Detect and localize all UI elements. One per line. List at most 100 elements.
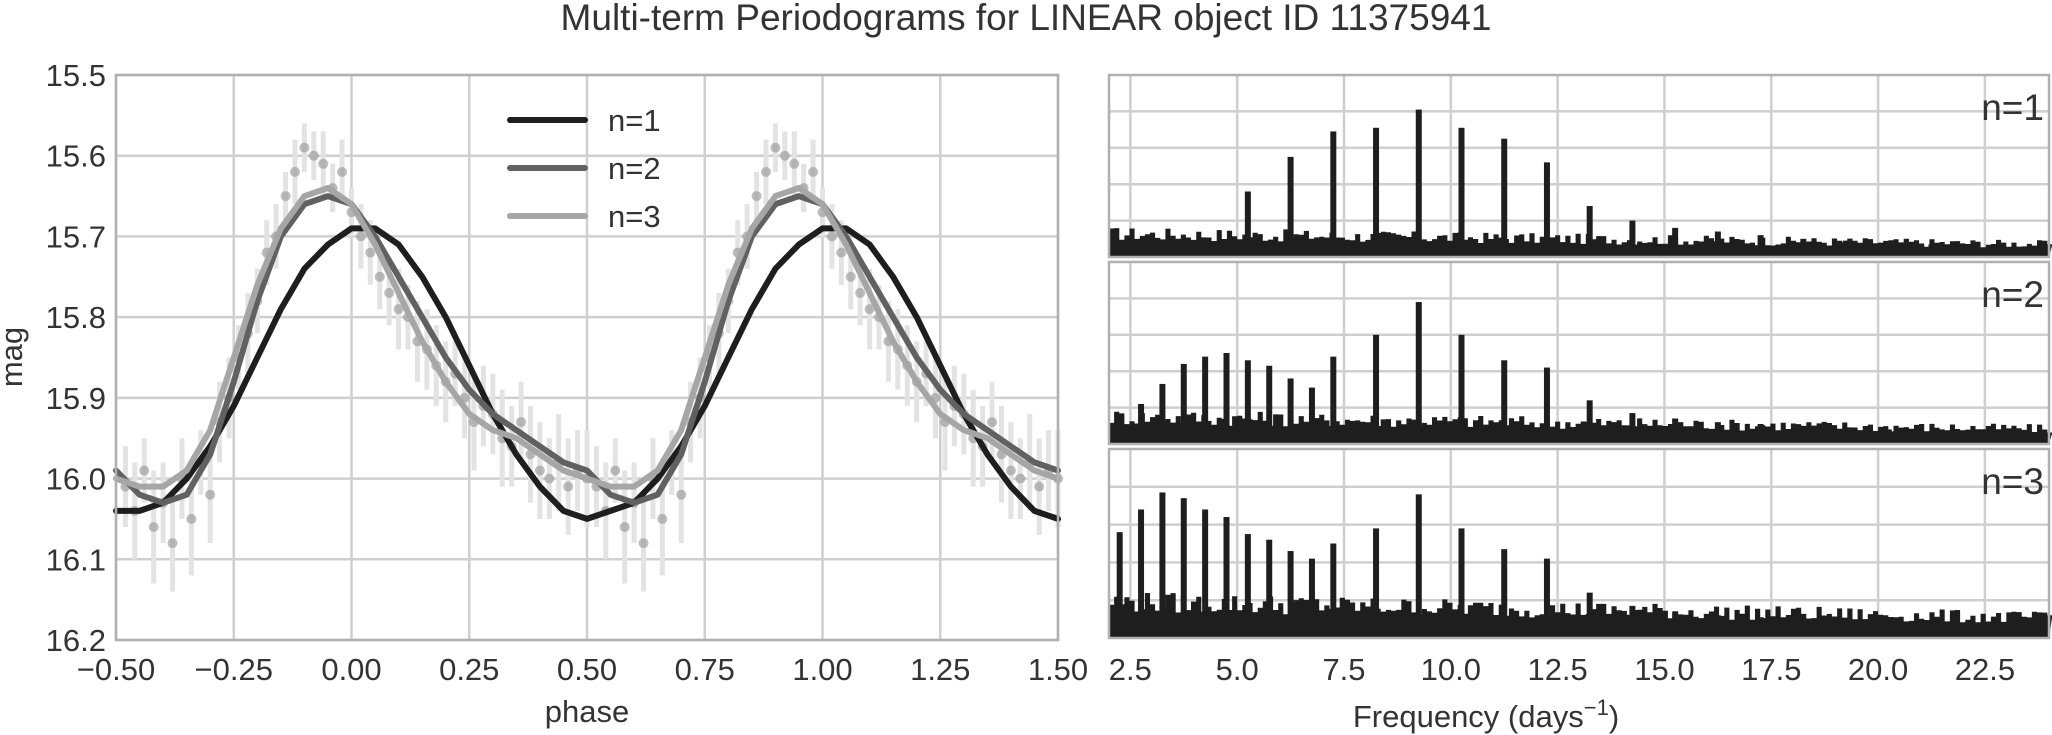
periodogram-peak [1266,365,1273,444]
periodogram-peak [1501,549,1508,638]
left-x-tick-labels: −0.50 −0.25 0.00 0.25 0.50 0.75 1.00 1.25 1.50 [77,652,1088,687]
periodogram-peak [1885,429,1892,444]
periodogram-peak [1543,558,1550,638]
periodogram-peak [1244,191,1251,257]
periodogram-peak [1287,156,1294,257]
periodogram-peak [1330,131,1337,257]
periodogram-peak [1800,238,1807,257]
periodogram-peak [1928,431,1935,444]
periodogram-peak [1971,433,1978,444]
periodogram-peak [1629,605,1636,638]
observation-point [186,513,197,524]
periodogram-peak [1373,127,1380,257]
observation-point [1015,473,1026,484]
model-curve-n=2 [113,193,1061,506]
periodogram-peak [1223,517,1230,638]
periodogram-noise-floor [1109,593,2052,638]
left-x-tick-label: 1.25 [910,652,970,687]
observation-point [167,538,178,549]
observation-point [676,489,687,500]
observation-point [770,142,781,153]
left-x-tick-label: 0.25 [439,652,499,687]
observation-point [308,150,319,161]
left-y-tick-label: 15.6 [46,139,106,174]
model-curve-n=3 [113,185,1061,490]
figure-title: Multi-term Periodograms for LINEAR objec… [561,0,1492,38]
phased-light-curve-panel: −0.50 −0.25 0.00 0.25 0.50 0.75 1.00 1.25 1.50 1… [0,58,1088,729]
periodogram-peak [1885,622,1892,638]
observation-point [789,158,800,169]
periodogram-peak [1501,138,1508,257]
observation-point [563,481,574,492]
left-x-tick-label: 1.50 [1028,652,1088,687]
right-x-tick-label: 22.5 [1955,652,2015,687]
observation-point [534,465,545,476]
right-x-axis-label-exponent: −1 [1584,695,1609,720]
periodogram-peak [1843,427,1850,444]
right-x-axis-label-suffix: ) [1609,699,1619,734]
observation-point [779,150,790,161]
observation-point [365,247,376,258]
observation-point [318,158,329,169]
observation-point [864,304,875,315]
left-x-tick-label: 1.00 [792,652,852,687]
observation-point [1005,465,1016,476]
legend-label-n=3: n=3 [608,199,661,234]
observation-point [374,271,385,282]
periodogram-peak [1714,422,1721,444]
right-x-tick-label: 17.5 [1741,652,1801,687]
left-y-tick-label: 16.1 [46,542,106,577]
periodogram-peak [1928,244,1935,257]
periodogram-peak [1800,619,1807,638]
right-x-tick-label: 20.0 [1848,652,1908,687]
observation-point [610,465,621,476]
periodogram-peak [1244,360,1251,444]
periodogram-peak [1458,334,1465,444]
periodogram-peak [1458,528,1465,638]
periodogram-peak [1757,617,1764,638]
left-y-tick-label: 15.8 [46,300,106,335]
legend-label-n=2: n=2 [608,151,661,186]
left-y-tick-label: 16.2 [46,623,106,658]
periodogram-peak [1586,400,1593,444]
periodogram-peak [1971,246,1978,257]
right-x-tick-label: 2.5 [1109,652,1152,687]
periodogram-panel-label: n=1 [1981,87,2044,128]
periodogram-peak [1672,611,1679,638]
right-x-tick-labels: 2.5 5.0 7.5 10.0 12.5 15.0 17.5 20.0 22.5 [1109,652,2015,687]
observation-point [1034,481,1045,492]
observation-point [845,271,856,282]
periodogram-peak [1714,231,1721,257]
left-x-tick-label: −0.50 [77,652,155,687]
model-curves [113,185,1061,522]
periodogram-peak [1543,367,1550,444]
periodogram-peak [1458,127,1465,257]
observation-point [393,304,404,315]
observation-point [384,287,395,298]
periodogram-peak [1202,356,1209,444]
periodogram-peak [1843,620,1850,638]
left-x-tick-label: 0.00 [321,652,381,687]
periodograms-panel: n=1n=2n=3 2.5 5.0 7.5 10.0 12.5 15.0 17.5 20.0 2… [1107,73,2052,734]
observation-point [299,142,310,153]
periodogram-n=3: n=3 [1107,447,2052,640]
left-y-tick-label: 15.7 [46,219,106,254]
periodogram-panel-label: n=3 [1981,461,2044,502]
periodogram-n=2: n=2 [1107,260,2052,446]
right-x-tick-label: 5.0 [1216,652,1259,687]
periodogram-peak [1373,334,1380,444]
right-x-tick-label: 10.0 [1421,652,1481,687]
periodogram-peak [1415,109,1422,257]
observation-point [544,473,555,484]
periodogram-peak [1266,539,1273,638]
periodogram-gridlines [1109,75,2049,257]
observation-point [638,538,649,549]
periodogram-peak [1180,498,1187,638]
periodogram-peak [1287,378,1294,444]
observation-point [148,522,159,532]
periodogram-background [1109,262,2049,444]
right-x-axis-label-main: Frequency (days [1353,699,1584,734]
periodogram-peak [1308,558,1315,638]
periodogram-background [1109,75,2049,257]
left-y-tick-label: 15.9 [46,381,106,416]
